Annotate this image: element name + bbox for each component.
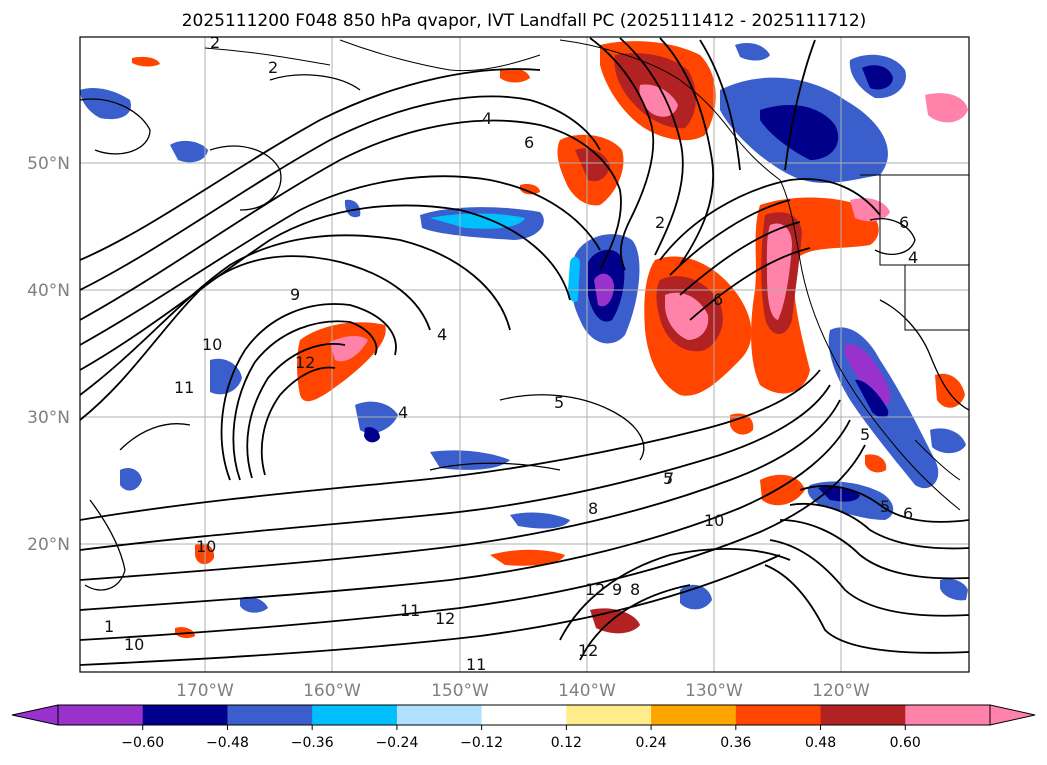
colorbar-tick-label: 0.12 [551,735,582,751]
contour-label: 6 [899,213,909,232]
contour-label: 12 [585,580,605,599]
graticule [80,37,969,672]
contour-label: 6 [524,133,534,152]
contour-label: 8 [630,580,640,599]
contour-label: 11 [466,655,486,674]
contour-label: 7 [664,469,674,488]
colorbar-tick-label: 0.60 [890,735,921,751]
colorbar-tick-label: −0.60 [121,735,164,751]
contour-label: 10 [704,511,724,530]
map-panel: 2 2 4 6 2 9 10 11 12 4 5 6 4 5 8 10 12 9… [79,33,970,674]
contour-label: 8 [588,499,598,518]
contour-label: 2 [210,33,220,52]
contour-label: 5 [663,469,673,488]
contour-label: 2 [655,213,665,232]
contour-label: 4 [398,403,408,422]
colorbar-bin [905,705,991,725]
colorbar-bin [142,705,228,725]
colorbar-bin [227,705,313,725]
colorbar-tick-label: 0.36 [720,735,751,751]
colorbar-bin [735,705,822,725]
lat-label: 20°N [27,535,70,555]
colorbar-tick-label: −0.36 [291,735,334,751]
colorbar-bin [312,705,398,725]
contour-label: 6 [903,504,913,523]
contour-label: 5 [880,497,890,516]
colorbar-under-arrow [11,704,59,726]
colorbar-tick-label: −0.12 [460,735,503,751]
lat-label: 50°N [27,154,70,174]
latitude-labels: 50°N 40°N 30°N 20°N [27,154,70,555]
contour-label: 4 [437,325,447,344]
contour-label: 9 [290,285,300,304]
colorbar-bin [566,705,652,725]
lon-label: 170°W [176,681,234,701]
contour-label: 5 [554,393,564,412]
contour-label: 12 [578,641,598,660]
colorbar-tick-label: −0.48 [206,735,249,751]
contour-label: 12 [295,353,315,372]
lon-label: 140°W [558,681,616,701]
colorbar: −0.60 −0.48 −0.36 −0.24 −0.12 0.12 0.24 0.36 0.4… [11,704,1036,751]
colorbar-bin [481,705,567,725]
longitude-labels: 170°W 160°W 150°W 140°W 130°W 120°W [176,681,870,701]
contour-label: 10 [196,537,216,556]
coastlines [204,39,969,511]
lat-label: 30°N [27,408,70,428]
colorbar-bin [651,705,737,725]
contour-label: 12 [435,609,455,628]
colorbar-tick-label: 0.48 [805,735,836,751]
contour-label: 10 [202,335,222,354]
contour-lines [80,37,969,666]
contour-label: 4 [908,248,918,267]
contour-label: 6 [713,290,723,309]
contour-label: 1 [104,617,114,636]
lon-label: 160°W [303,681,361,701]
contour-label: 4 [482,109,492,128]
colorbar-bin [396,705,483,725]
lat-label: 40°N [27,281,70,301]
contour-label-group: 2 2 4 6 2 9 10 11 12 4 5 6 4 5 8 10 12 9… [104,33,918,674]
contour-label: 5 [860,425,870,444]
colorbar-bin [58,705,144,725]
contour-label: 11 [174,378,194,397]
contour-label: 9 [612,580,622,599]
colorbar-tick-label: −0.24 [375,735,418,751]
contour-label: 10 [124,635,144,654]
contour-label: 11 [400,601,420,620]
figure-title: 2025111200 F048 850 hPa qvapor, IVT Land… [182,11,867,31]
colorbar-bin [820,705,906,725]
lon-label: 130°W [685,681,743,701]
colorbar-over-arrow [989,704,1036,726]
colorbar-tick-label: 0.24 [636,735,667,751]
contour-label: 2 [268,58,278,77]
lon-label: 150°W [431,681,489,701]
lon-label: 120°W [812,681,870,701]
map-frame [79,36,970,673]
